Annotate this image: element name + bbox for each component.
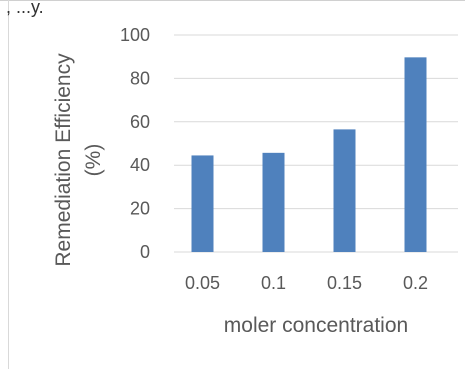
frame-top-border (0, 0, 465, 1)
y-tick-label: 20 (130, 199, 150, 219)
y-tick-label: 100 (120, 25, 150, 45)
y-tick-label: 0 (140, 242, 150, 262)
bars (191, 57, 427, 253)
y-axis-title-line-1: Remediation Efficiency (52, 53, 75, 267)
y-tick-label: 80 (130, 68, 150, 88)
bar-0.05 (191, 155, 214, 252)
bar-0.1 (262, 152, 285, 252)
x-tick-labels: 0.05 0.1 0.15 0.2 (185, 273, 428, 293)
y-axis-title-line-2: (%) (82, 144, 105, 177)
x-tick-label: 0.1 (261, 273, 286, 293)
y-tick-label: 40 (130, 155, 150, 175)
y-tick-label: 60 (130, 112, 150, 132)
x-axis-title: moler concentration (224, 314, 408, 337)
x-tick-label: 0.05 (185, 273, 220, 293)
bar-0.2 (404, 57, 427, 253)
bar-0.15 (333, 129, 356, 252)
header-text: , ...y. (6, 0, 44, 17)
y-tick-labels: 0 20 40 60 80 100 (120, 25, 150, 262)
x-tick-label: 0.2 (403, 273, 428, 293)
frame-left-border (8, 0, 9, 369)
x-tick-label: 0.15 (327, 273, 362, 293)
